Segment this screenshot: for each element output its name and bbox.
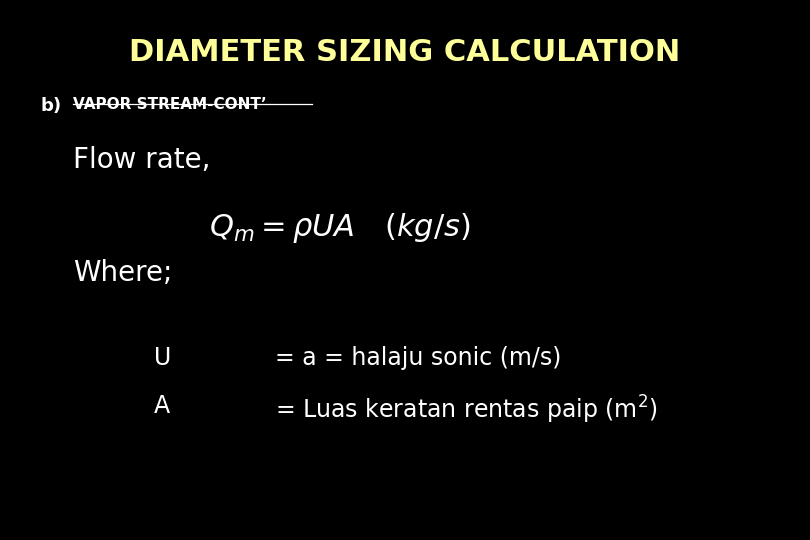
Text: A: A	[154, 394, 170, 418]
Text: $Q_m = \rho UA\ \ \ (kg/s)$: $Q_m = \rho UA\ \ \ (kg/s)$	[209, 211, 471, 245]
Text: Where;: Where;	[73, 259, 173, 287]
Text: VAPOR STREAM-CONT’: VAPOR STREAM-CONT’	[73, 97, 266, 112]
Text: b): b)	[40, 97, 62, 115]
Text: U: U	[154, 346, 171, 369]
Text: DIAMETER SIZING CALCULATION: DIAMETER SIZING CALCULATION	[130, 38, 680, 67]
Text: = Luas keratan rentas paip (m$^2$): = Luas keratan rentas paip (m$^2$)	[275, 394, 658, 427]
Text: = a = halaju sonic (m/s): = a = halaju sonic (m/s)	[275, 346, 562, 369]
Text: Flow rate,: Flow rate,	[73, 146, 211, 174]
